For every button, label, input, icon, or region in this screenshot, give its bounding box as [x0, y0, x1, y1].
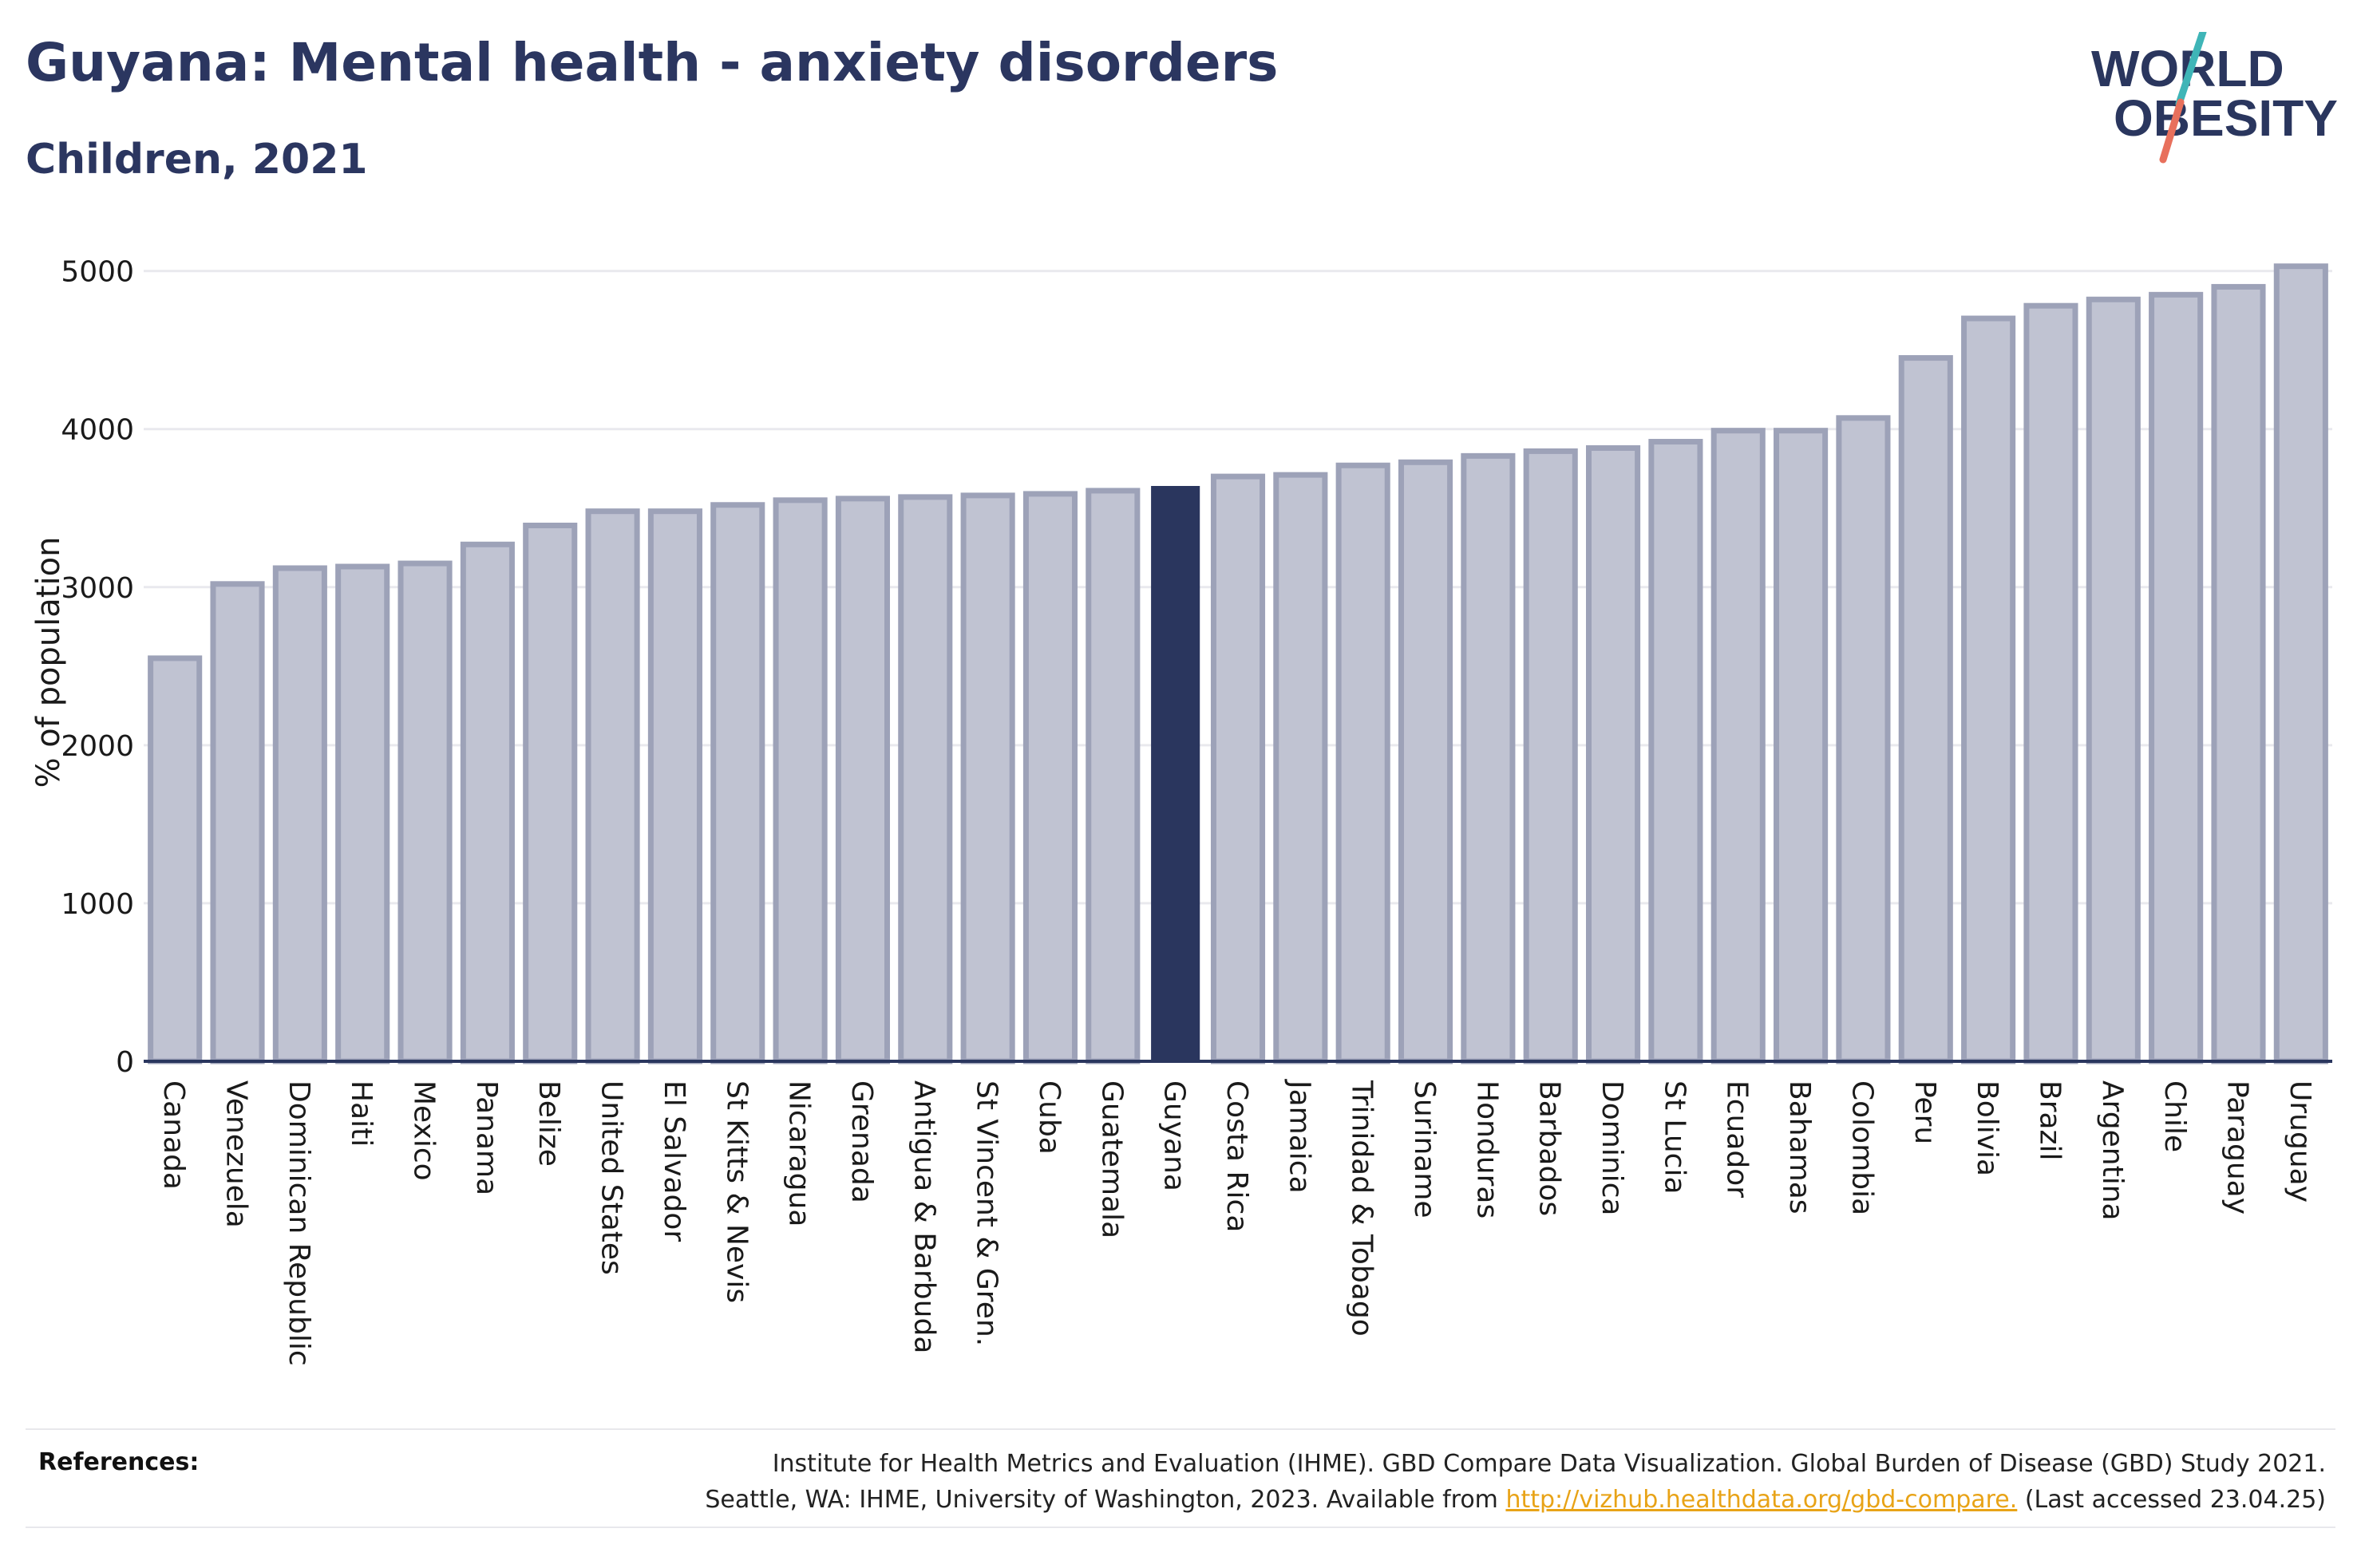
- x-tick-label: Bolivia: [1971, 1080, 2003, 1176]
- references-line-2-post: (Last accessed 23.04.25): [2017, 1486, 2326, 1514]
- x-tick-label: Ecuador: [1721, 1080, 1754, 1198]
- x-tick-label: Mexico: [408, 1080, 441, 1181]
- x-tick-label: Belize: [532, 1080, 565, 1167]
- x-tick-label: St Lucia: [1658, 1080, 1691, 1195]
- bar-suriname: [1398, 459, 1453, 1064]
- bar-canada: [148, 655, 203, 1064]
- x-tick-label: Guyana: [1158, 1080, 1191, 1191]
- bar-dominican-republic: [272, 565, 327, 1064]
- x-tick-label: Honduras: [1470, 1080, 1503, 1218]
- bar-paraguay: [2211, 283, 2266, 1064]
- bar-chart: 0 1000 2000 3000 4000 5000 % of population Cana…: [30, 256, 2332, 1366]
- logo-slash-coral: [2159, 98, 2185, 164]
- bar-cuba: [1022, 491, 1078, 1064]
- x-tick-label: Brazil: [2033, 1080, 2066, 1160]
- bar-colombia: [1836, 415, 1891, 1064]
- x-tick-label: St Vincent & Gren.: [971, 1080, 1003, 1346]
- x-tick-label: Antigua & Barbuda: [908, 1080, 940, 1353]
- references-line-1: Institute for Health Metrics and Evaluat…: [772, 1450, 2326, 1478]
- chart-title: Guyana: Mental health - anxiety disorder…: [26, 32, 1279, 93]
- x-tick-label: Paraguay: [2221, 1080, 2253, 1215]
- bar-venezuela: [210, 581, 265, 1064]
- x-tick-label: Argentina: [2096, 1080, 2129, 1221]
- y-tick-label: 1000: [61, 888, 134, 921]
- x-tick-label: Guatemala: [1095, 1080, 1128, 1238]
- x-tick-label: Jamaica: [1283, 1079, 1315, 1194]
- x-tick-label: Canada: [157, 1080, 190, 1190]
- x-tick-label: Dominican Republic: [283, 1080, 315, 1366]
- bar-trinidad-tobago: [1335, 462, 1390, 1064]
- references-text: Institute for Health Metrics and Evaluat…: [490, 1446, 2326, 1518]
- bar-panama: [460, 541, 515, 1064]
- y-tick-label: 3000: [61, 572, 134, 605]
- bar-dominica: [1586, 444, 1641, 1064]
- bar-honduras: [1461, 452, 1516, 1064]
- bar-united-states: [585, 508, 640, 1064]
- bar-mexico: [397, 560, 453, 1064]
- y-tick-label: 5000: [61, 256, 134, 289]
- references-line-2-pre: Seattle, WA: IHME, University of Washing…: [705, 1486, 1506, 1514]
- x-tick-label: St Kitts & Nevis: [720, 1080, 753, 1303]
- bar-uruguay: [2273, 263, 2328, 1064]
- bar-haiti: [335, 563, 390, 1064]
- references-label: References:: [38, 1448, 200, 1476]
- logo-text-obesity: OBESITY: [2114, 89, 2338, 147]
- references-divider-top: [26, 1428, 2335, 1430]
- x-tick-label: Uruguay: [2284, 1080, 2316, 1203]
- bar-ecuador: [1710, 428, 1766, 1064]
- x-tick-label: Nicaragua: [783, 1080, 816, 1226]
- x-tick-label: Trinidad & Tobago: [1346, 1080, 1378, 1337]
- bar-el-salvador: [647, 508, 702, 1064]
- y-tick-label: 0: [116, 1046, 134, 1079]
- bar-st-vincent-gren-: [960, 492, 1015, 1064]
- bar-barbados: [1523, 448, 1578, 1064]
- y-tick-label: 2000: [61, 730, 134, 763]
- bar-costa-rica: [1210, 473, 1266, 1064]
- x-tick-label: Cuba: [1033, 1080, 1066, 1155]
- x-tick-label: Costa Rica: [1220, 1080, 1253, 1232]
- x-tick-label: Chile: [2158, 1080, 2191, 1152]
- x-tick-label: United States: [595, 1080, 628, 1275]
- x-tick-label: Colombia: [1845, 1080, 1878, 1215]
- x-tick-label: El Salvador: [658, 1080, 690, 1242]
- x-tick-label: Grenada: [845, 1080, 878, 1203]
- references-link[interactable]: http://vizhub.healthdata.org/gbd-compare…: [1505, 1486, 2018, 1514]
- bar-grenada: [835, 496, 890, 1064]
- bar-argentina: [2086, 296, 2141, 1064]
- logo-slash-teal: [2175, 32, 2207, 108]
- x-tick-label: Peru: [1908, 1080, 1941, 1144]
- bar-st-lucia: [1648, 439, 1703, 1064]
- y-axis-title: % of population: [30, 537, 67, 788]
- bar-guyana: [1151, 486, 1200, 1061]
- bar-antigua-barbuda: [898, 494, 953, 1064]
- world-obesity-logo: WORLD OBESITY: [2091, 32, 2338, 164]
- bar-bahamas: [1774, 428, 1829, 1064]
- x-tick-label: Haiti: [345, 1080, 378, 1147]
- x-tick-label: Suriname: [1408, 1080, 1441, 1218]
- bar-peru: [1898, 355, 1953, 1064]
- references-line-2: Seattle, WA: IHME, University of Washing…: [490, 1482, 2326, 1518]
- bar-jamaica: [1273, 472, 1328, 1064]
- bar-brazil: [2023, 302, 2078, 1064]
- x-tick-label: Panama: [470, 1080, 503, 1195]
- bar-belize: [523, 523, 578, 1064]
- x-tick-label: Venezuela: [220, 1080, 253, 1228]
- references-divider-bottom: [26, 1527, 2335, 1528]
- bar-chile: [2149, 291, 2204, 1064]
- bar-bolivia: [1961, 315, 2016, 1064]
- x-tick-label: Bahamas: [1783, 1080, 1816, 1215]
- chart-subtitle: Children, 2021: [26, 136, 368, 184]
- bar-st-kitts-nevis: [710, 502, 765, 1064]
- bar-guatemala: [1086, 488, 1141, 1064]
- y-tick-label: 4000: [61, 414, 134, 447]
- x-tick-label: Dominica: [1596, 1080, 1628, 1216]
- x-tick-label: Barbados: [1533, 1080, 1566, 1216]
- bar-nicaragua: [773, 497, 828, 1064]
